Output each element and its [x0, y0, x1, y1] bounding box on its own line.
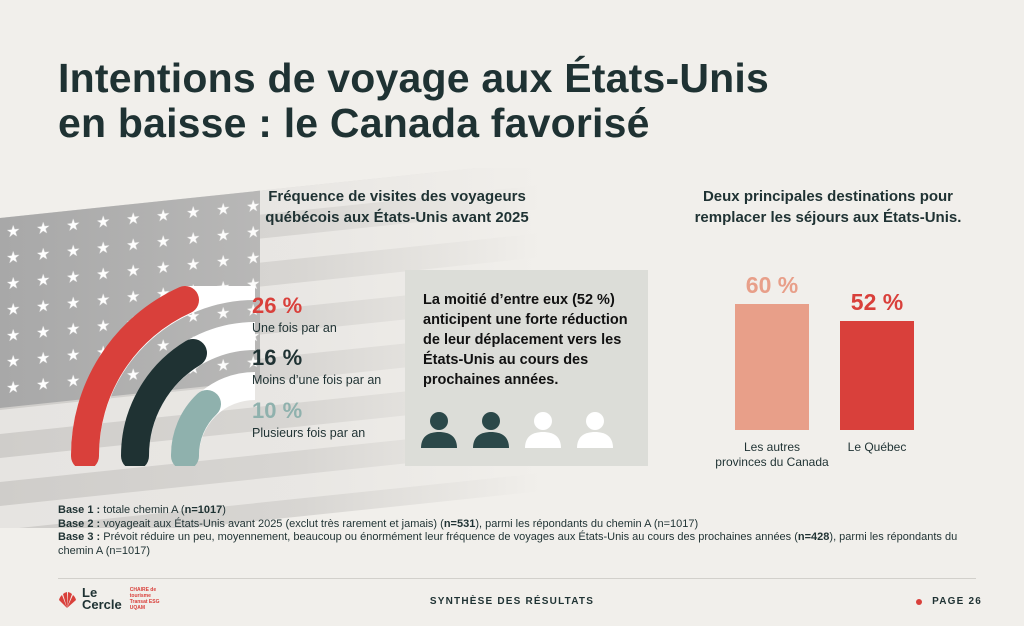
arc-une-fois-par-an: [70, 286, 199, 466]
stat-percent: 16 %: [252, 345, 303, 370]
le-cercle-logo: Le Cercle CHAIRE de tourisme Transat ESG…: [56, 586, 170, 611]
bar-autres-provinces: [735, 304, 809, 430]
bar-quebec: [840, 320, 914, 430]
footer-section-label: SYNTHÈSE DES RÉSULTATS: [429, 596, 595, 607]
page-title: Intentions de voyage aux États-Unis en b…: [58, 55, 769, 146]
note-base-2: Base 2 : voyageait aux États-Unis avant …: [58, 517, 699, 530]
stat-percent: 26 %: [252, 293, 303, 318]
person-icon-empty: [525, 412, 561, 448]
frequency-arcs: [70, 286, 256, 466]
note-base-3: Base 3 : Prévoit réduire un peu, moyenne…: [58, 531, 958, 557]
arc-plusieurs-fois-par-an: [171, 390, 221, 466]
bar-value-label: 52 %: [850, 288, 904, 315]
destinations-section-title: Deux principales destinations pour rempl…: [694, 188, 962, 226]
stat-percent: 10 %: [252, 398, 303, 423]
frequency-section-title: Fréquence de visites des voyageurs québé…: [265, 188, 529, 226]
page-number: PAGE 26: [916, 596, 982, 607]
note-base-1: Base 1 : totale chemin A (n=1017): [58, 504, 226, 516]
stat-label: Plusieurs fois par an: [252, 426, 366, 440]
bar-value-label: 60 %: [745, 272, 799, 298]
people-icons: [419, 410, 615, 450]
chaire-logo: CHAIRE de tourisme Transat ESG UQAM: [129, 587, 160, 611]
stat-label: Une fois par an: [252, 321, 337, 335]
callout-panel: La moitié d’entre eux (52 %) anticipent …: [405, 270, 648, 466]
sunburst-logo-icon: [59, 592, 76, 608]
bar-category-label: Les autres provinces du Canada: [715, 440, 829, 469]
person-icon-empty: [577, 412, 613, 448]
base-notes: Base 1 : totale chemin A (n=1017) Base 2…: [58, 504, 988, 558]
footer-divider: [58, 578, 976, 579]
person-icon-filled: [473, 412, 509, 448]
callout-text: La moitié d’entre eux (52 %) anticipent …: [423, 292, 628, 388]
arc-moins-une-fois-par-an: [120, 339, 207, 466]
stat-une-fois-par-an: 26 % Une fois par an: [252, 293, 337, 335]
stat-label: Moins d’une fois par an: [252, 373, 382, 387]
stat-plusieurs-fois-par-an: 10 % Plusieurs fois par an: [252, 398, 365, 440]
stat-moins-une-fois-par-an: 16 % Moins d’une fois par an: [252, 345, 381, 387]
bar-category-label: Le Québec: [847, 440, 907, 454]
person-icon-filled: [421, 412, 457, 448]
red-dot-icon: [916, 598, 923, 605]
